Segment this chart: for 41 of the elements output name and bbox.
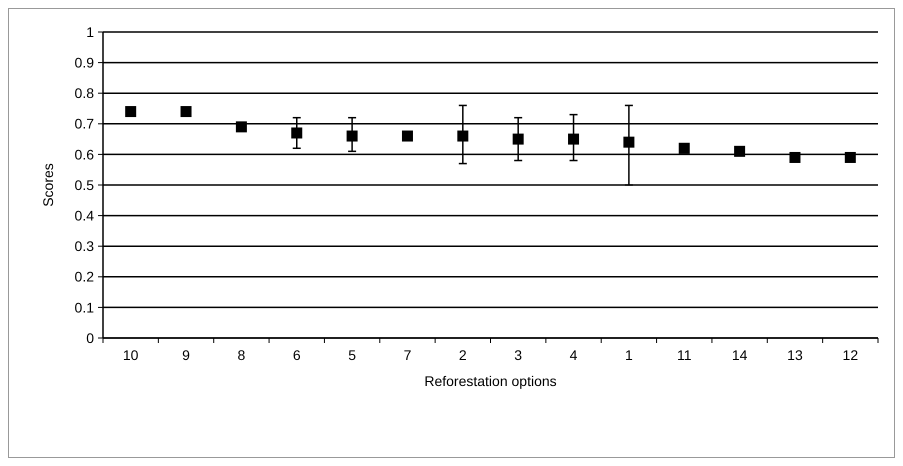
- point: [291, 127, 302, 138]
- y-axis-title: Scores: [40, 163, 56, 207]
- y-tick-label: 0.2: [74, 268, 94, 285]
- x-tick-label: 14: [732, 347, 748, 363]
- y-tick-label: 0.1: [74, 299, 94, 316]
- y-tick-label: 0.3: [74, 238, 94, 254]
- point: [734, 146, 746, 157]
- y-tick-label: 0.5: [74, 176, 94, 193]
- x-tick-label: 2: [458, 347, 467, 363]
- y-tick-label: 1: [86, 24, 94, 40]
- point: [568, 134, 580, 145]
- y-tick-label: 0.7: [74, 116, 94, 132]
- point: [678, 142, 690, 154]
- point: [125, 106, 136, 118]
- point: [457, 130, 468, 142]
- x-tick-label: 3: [514, 347, 522, 363]
- x-tick-label: 8: [237, 347, 246, 363]
- y-tick-label: 0: [86, 330, 94, 346]
- point: [844, 152, 856, 163]
- y-tick-label: 0.6: [74, 146, 94, 162]
- x-tick-label: 7: [404, 347, 412, 363]
- x-tick-label: 5: [348, 347, 356, 363]
- y-tick-label: 0.8: [74, 85, 94, 102]
- x-tick-label: 10: [122, 347, 139, 363]
- point: [402, 130, 413, 142]
- x-tick-label: 1: [624, 347, 633, 363]
- point: [512, 134, 524, 145]
- x-tick-label: 11: [676, 347, 692, 363]
- x-tick-label: 13: [787, 347, 803, 363]
- point: [236, 121, 247, 132]
- point: [346, 130, 358, 142]
- y-tick-label: 0.4: [74, 208, 94, 224]
- x-tick-label: 9: [182, 347, 190, 363]
- x-tick-label: 4: [570, 347, 578, 363]
- x-axis-title: Reforestation options: [424, 373, 557, 389]
- x-tick-label: 6: [292, 347, 301, 363]
- x-tick-label: 12: [842, 347, 858, 363]
- y-tick-label: 0.9: [74, 54, 94, 70]
- point: [789, 152, 800, 163]
- point: [623, 136, 634, 148]
- point: [180, 106, 192, 118]
